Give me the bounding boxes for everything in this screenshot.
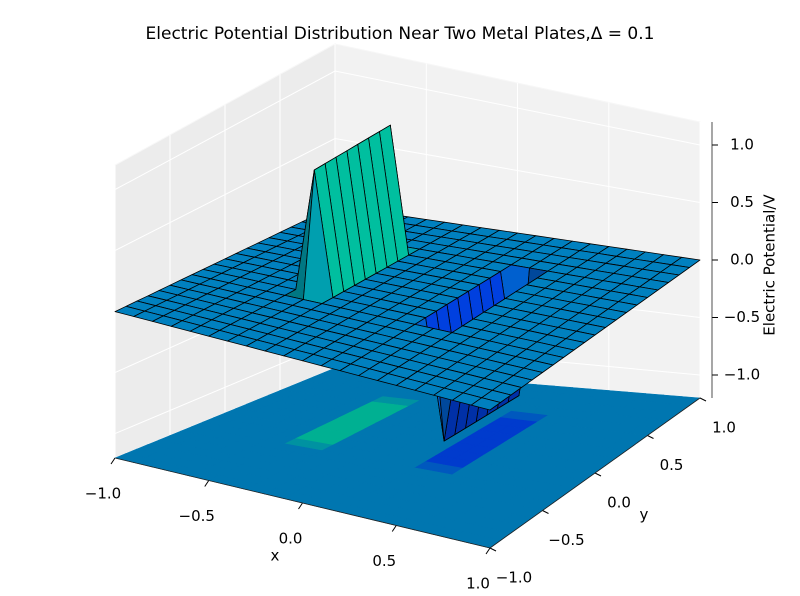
x-tick <box>485 547 491 555</box>
y-tick-label: −1.0 <box>496 569 532 587</box>
y-tick-label: 0.0 <box>607 494 631 512</box>
x-tick-label: 0.5 <box>372 552 396 570</box>
x-tick-label: 1.0 <box>466 575 490 593</box>
axis-line <box>489 397 701 549</box>
z-tick-label: −0.5 <box>724 308 760 326</box>
y-axis-label: y <box>640 506 649 524</box>
surface-cell <box>470 397 501 411</box>
y-tick <box>647 435 654 439</box>
y-tick <box>699 397 707 402</box>
surface <box>114 124 701 442</box>
z-tick-label: 1.0 <box>730 136 754 154</box>
y-tick <box>594 472 602 477</box>
x-tick <box>204 480 210 487</box>
x-tick-label: −1.0 <box>85 485 121 503</box>
axis-line <box>114 457 491 549</box>
x-tick <box>110 457 116 465</box>
z-grid-line <box>114 137 701 252</box>
z-tick-label: −1.0 <box>724 366 760 384</box>
x-tick <box>298 502 303 510</box>
y-tick <box>489 547 497 552</box>
y-tick-label: −0.5 <box>548 531 584 549</box>
y-tick <box>542 510 549 514</box>
z-axis-label: Electric Potential/V <box>761 194 779 336</box>
x-tick <box>391 525 397 532</box>
z-tick-label: 0.5 <box>730 193 754 211</box>
y-tick-label: 0.5 <box>660 456 684 474</box>
ticks: −1.0 −0.5 0.0 0.5 1.0 −1.0 −0.5 0.0 0.5 1.0 −1.0 −0… <box>85 122 760 593</box>
y-tick-label: 1.0 <box>712 419 736 437</box>
x-tick-label: 0.0 <box>279 530 303 548</box>
chart-title: Electric Potential Distribution Near Two… <box>146 24 655 44</box>
x-tick-label: −0.5 <box>179 507 215 525</box>
x-axis-label: x <box>271 547 280 565</box>
z-grid-line <box>114 70 701 191</box>
z-tick-label: 0.0 <box>730 251 754 269</box>
